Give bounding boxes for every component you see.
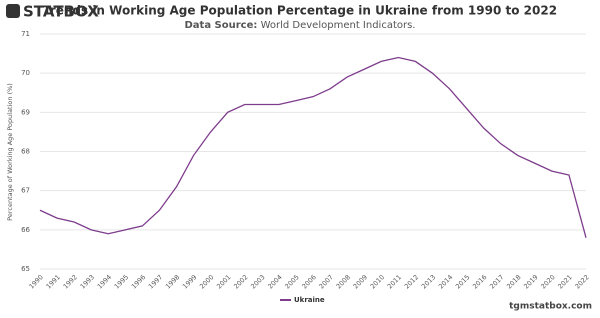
x-tick-label: 2009 [352, 273, 369, 290]
y-tick-label: 69 [21, 108, 30, 116]
x-tick-label: 1991 [45, 273, 62, 290]
chart-title: Trends in Working Age Population Percent… [43, 4, 557, 18]
x-tick-label: 2013 [420, 273, 437, 290]
x-tick-label: 2002 [232, 273, 249, 290]
x-tick-label: 2006 [300, 273, 317, 290]
x-tick-label: 2022 [573, 273, 590, 290]
x-tick-label: 2017 [488, 273, 505, 290]
line-series [39, 56, 587, 238]
logo-icon [6, 4, 20, 18]
x-tick-label: 1995 [113, 273, 130, 290]
chart-subtitle: Data Source: World Development Indicator… [185, 20, 416, 31]
x-tick-label: 2005 [283, 273, 300, 290]
x-tick-label: 2000 [198, 273, 215, 290]
x-tick-label: 2020 [539, 273, 556, 290]
x-tick-label: 2021 [556, 273, 573, 290]
x-tick-label: 2012 [403, 273, 420, 290]
x-tick-label: 1992 [62, 273, 79, 290]
x-tick-label: 2001 [215, 273, 232, 290]
x-tick-label: 1994 [96, 273, 113, 290]
x-tick-label: 2019 [522, 273, 539, 290]
y-tick-label: 71 [21, 30, 30, 38]
footer: tgmstatbox.com [509, 302, 592, 312]
x-tick-label: 1990 [27, 273, 44, 290]
y-tick-label: 65 [21, 265, 30, 273]
x-tick-label: 2014 [437, 273, 454, 290]
x-tick-label: 1998 [164, 273, 181, 290]
x-tick-label: 2004 [266, 273, 283, 290]
x-tick-label: 2008 [335, 273, 352, 290]
y-tick-label: 66 [21, 226, 30, 234]
x-tick-label: 1997 [147, 273, 164, 290]
y-tick-label: 67 [21, 187, 30, 195]
subtitle-text: World Development Indicators. [261, 20, 416, 31]
x-tick-label: 2011 [386, 273, 403, 290]
x-tick-label: 1999 [181, 273, 198, 290]
y-tick-label: 68 [21, 148, 30, 156]
x-tick-label: 2007 [318, 273, 335, 290]
x-tick-label: 1993 [79, 273, 96, 290]
logo: STATBOX [23, 3, 99, 21]
y-axis-label: Percentage of Working Age Population (%) [6, 83, 14, 221]
x-tick-label: 2018 [505, 273, 522, 290]
x-tick-label: 2016 [471, 273, 488, 290]
subtitle-label: Data Source: [185, 20, 258, 31]
x-tick-label: 2015 [454, 273, 471, 290]
x-tick-label: 2003 [249, 273, 266, 290]
x-tick-label: 1996 [130, 273, 147, 290]
legend-label: Ukraine [294, 296, 325, 304]
y-tick-label: 70 [21, 69, 30, 77]
x-tick-label: 2010 [369, 273, 386, 290]
